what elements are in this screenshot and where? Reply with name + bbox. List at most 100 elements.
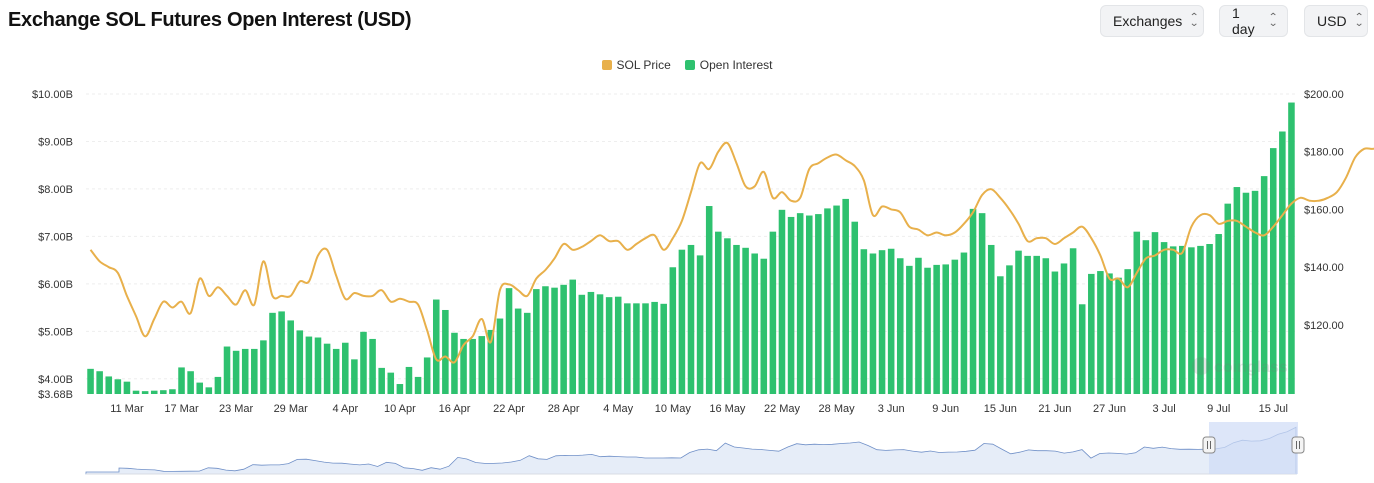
- x-tick-label: 28 May: [819, 403, 856, 415]
- x-tick-label: 9 Jun: [932, 403, 959, 415]
- oi-bar: [533, 289, 540, 394]
- x-tick-label: 22 Apr: [493, 403, 525, 415]
- exchanges-select-label: Exchanges: [1113, 13, 1183, 29]
- legend-item-price[interactable]: SOL Price: [601, 58, 671, 72]
- oi-bar: [505, 288, 513, 394]
- watermark-text: coinglass: [1214, 359, 1288, 376]
- oi-bar: [369, 338, 376, 394]
- oi-bar: [478, 336, 486, 394]
- oi-bar: [1188, 247, 1195, 394]
- x-tick-label: 21 Jun: [1038, 403, 1071, 415]
- oi-bar: [924, 267, 931, 394]
- oi-bar: [1142, 240, 1150, 394]
- oi-bar: [1106, 273, 1113, 394]
- oi-bar: [1042, 258, 1050, 394]
- x-tick-label: 10 Apr: [384, 403, 416, 415]
- oi-bar: [1151, 232, 1159, 394]
- x-tick-label: 3 Jun: [878, 403, 905, 415]
- legend-label-price: SOL Price: [616, 58, 671, 72]
- legend-item-oi[interactable]: Open Interest: [684, 58, 772, 72]
- oi-bar: [160, 390, 167, 394]
- navigator-handle-body: [1202, 436, 1216, 454]
- oi-bar: [769, 231, 777, 394]
- oi-bar: [724, 238, 731, 394]
- x-tick-label: 15 Jun: [984, 403, 1017, 415]
- oi-bar: [114, 379, 122, 394]
- oi-bar: [196, 382, 203, 394]
- oi-bar: [787, 216, 795, 394]
- watermark-logo-icon: coinglass: [1192, 357, 1288, 376]
- y-left-tick-label: $7.00B: [38, 231, 73, 243]
- oi-bar: [1179, 245, 1186, 394]
- oi-bar: [624, 303, 631, 394]
- oi-bar: [305, 336, 313, 394]
- oi-bar: [1169, 246, 1177, 394]
- oi-bar: [1224, 203, 1232, 394]
- oi-bar: [205, 387, 213, 394]
- oi-bar: [223, 346, 231, 394]
- oi-bar: [587, 291, 595, 394]
- x-tick-label: 29 Mar: [274, 403, 309, 415]
- oi-bar: [523, 312, 531, 394]
- oi-bar: [405, 366, 413, 394]
- x-tick-label: 4 May: [603, 403, 633, 415]
- chart-legend: SOL Price Open Interest: [0, 58, 1374, 72]
- oi-bar: [942, 264, 950, 394]
- exchanges-select[interactable]: Exchanges ⌃ ⌄: [1100, 5, 1204, 37]
- legend-swatch-price: [601, 60, 612, 70]
- y-left-min-label: $3.68B: [38, 389, 73, 401]
- navigator-selection: [1209, 422, 1298, 474]
- x-tick-label: 27 Jun: [1093, 403, 1126, 415]
- oi-bar: [150, 390, 158, 394]
- navigator-handle-icon[interactable]: [1291, 436, 1305, 454]
- oi-bar: [414, 376, 422, 394]
- oi-bar: [969, 208, 977, 394]
- oi-bar: [1288, 102, 1295, 394]
- currency-select[interactable]: USD ⌃ ⌄: [1304, 5, 1368, 37]
- oi-bar: [187, 371, 194, 394]
- oi-bar: [1233, 187, 1241, 394]
- oi-bar: [469, 338, 476, 394]
- oi-bar: [251, 348, 258, 394]
- oi-bar: [687, 244, 695, 394]
- x-tick-label: 17 Mar: [164, 403, 199, 415]
- oi-bar: [1242, 192, 1250, 394]
- oi-bar: [933, 264, 940, 394]
- oi-bar: [296, 330, 304, 394]
- oi-bar: [1006, 265, 1013, 394]
- oi-bar: [496, 318, 504, 394]
- x-tick-label: 23 Mar: [219, 403, 254, 415]
- x-tick-label: 10 May: [655, 403, 692, 415]
- oi-bar: [705, 206, 713, 394]
- oi-bar: [351, 359, 358, 394]
- oi-bar: [1078, 304, 1086, 394]
- oi-bar: [696, 255, 704, 394]
- oi-bar: [260, 340, 267, 394]
- oi-bar: [760, 258, 768, 394]
- oi-bar: [1124, 269, 1131, 394]
- oi-bar: [1206, 244, 1213, 394]
- chevron-updown-icon: ⌃ ⌄: [1353, 12, 1364, 29]
- y-left-tick-label: $9.00B: [38, 136, 73, 148]
- oi-bar: [796, 213, 804, 394]
- interval-select-label: 1 day: [1232, 5, 1255, 37]
- navigator-handle-icon[interactable]: [1202, 436, 1216, 454]
- oi-bar: [1060, 263, 1068, 394]
- oi-bar: [669, 267, 677, 394]
- interval-select[interactable]: 1 day ⌃ ⌄: [1219, 5, 1288, 37]
- x-tick-label: 16 May: [709, 403, 746, 415]
- oi-bar: [869, 253, 877, 394]
- oi-bar: [733, 244, 740, 394]
- oi-bar: [633, 303, 640, 394]
- oi-bar: [642, 303, 649, 394]
- oi-bar: [460, 338, 467, 394]
- oi-bar: [815, 214, 822, 394]
- y-right-tick-label: $160.00: [1304, 204, 1344, 216]
- x-tick-label: 9 Jul: [1207, 403, 1230, 415]
- x-tick-label: 3 Jul: [1152, 403, 1175, 415]
- oi-bar: [1215, 234, 1222, 394]
- x-tick-label: 16 Apr: [439, 403, 471, 415]
- oi-bar: [551, 287, 558, 394]
- x-tick-label: 15 Jul: [1259, 403, 1288, 415]
